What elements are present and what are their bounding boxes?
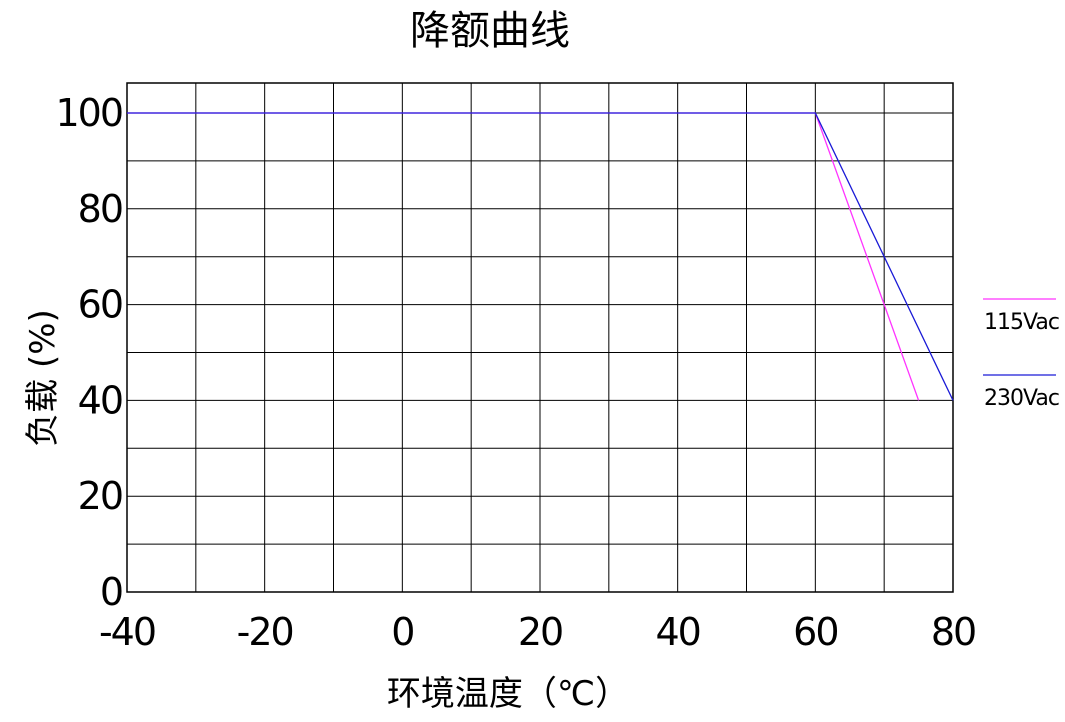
y-tick-label: 40 <box>78 378 122 422</box>
plot-frame <box>126 82 954 593</box>
legend: 115Vac 230Vac <box>983 298 1060 411</box>
x-tick-label: 60 <box>793 610 837 654</box>
y-tick-label: 0 <box>100 570 122 614</box>
series-line <box>127 112 954 401</box>
x-tick-label: -40 <box>99 610 155 654</box>
legend-label: 115Vac <box>984 310 1059 335</box>
y-tick-labels: 0 20 40 60 80 100 <box>55 91 124 614</box>
y-tick-label: 100 <box>55 91 122 135</box>
x-tick-label: 80 <box>931 610 975 654</box>
y-tick-label: 80 <box>78 187 122 231</box>
x-tick-label: 40 <box>655 610 699 654</box>
series-group <box>127 112 954 401</box>
x-tick-label: 0 <box>391 610 413 654</box>
x-axis-label: 环境温度（℃） <box>387 674 629 714</box>
x-tick-label: 20 <box>518 610 562 654</box>
y-axis-label: 负载 (%) <box>23 309 63 447</box>
legend-label: 230Vac <box>984 386 1059 411</box>
grid <box>127 83 953 592</box>
x-tick-label: -20 <box>237 610 293 654</box>
chart-title: 降额曲线 <box>410 8 570 54</box>
y-tick-label: 60 <box>78 283 122 327</box>
y-tick-label: 20 <box>78 474 122 518</box>
x-tick-labels: -40 -20 0 20 40 60 80 <box>99 610 977 654</box>
